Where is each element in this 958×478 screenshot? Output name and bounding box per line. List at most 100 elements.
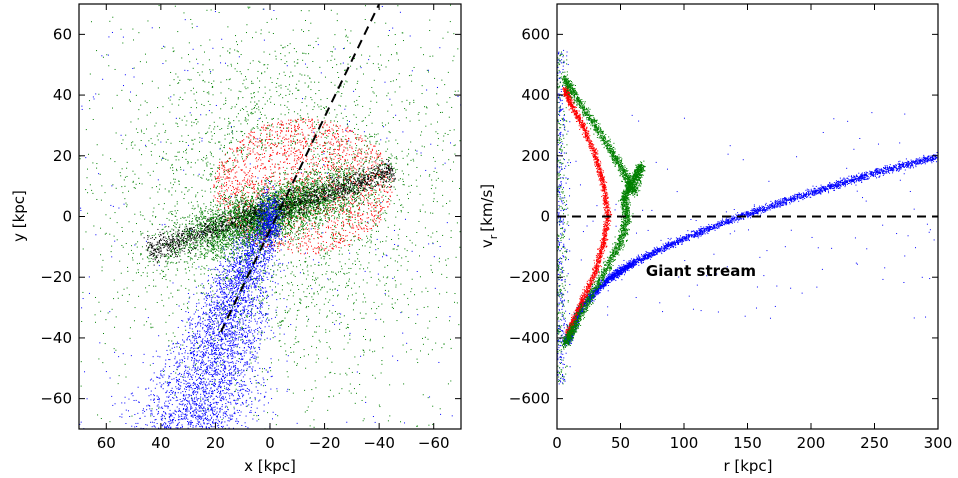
blue-particle xyxy=(238,282,240,284)
blue-particle xyxy=(236,270,238,272)
blue-particle xyxy=(231,335,233,337)
blue-particle xyxy=(228,333,230,335)
blue-particle xyxy=(147,404,149,406)
blue-particle xyxy=(378,278,380,280)
blue-particle xyxy=(160,419,162,421)
blue-particle xyxy=(195,425,197,427)
blue-particle xyxy=(230,349,232,351)
green-particle xyxy=(347,327,349,329)
green-particle xyxy=(229,260,231,262)
green-particle xyxy=(185,329,187,331)
blue-particle xyxy=(223,270,225,272)
green-particle xyxy=(423,54,425,56)
green-particle xyxy=(235,294,237,296)
blue-particle xyxy=(185,414,187,416)
blue-particle xyxy=(238,394,240,396)
blue-particle xyxy=(239,240,241,242)
blue-particle xyxy=(168,345,170,347)
green-particle xyxy=(281,285,283,287)
green-particle xyxy=(385,22,387,24)
blue-particle xyxy=(367,221,369,223)
blue-particle xyxy=(251,403,253,405)
blue-particle xyxy=(201,293,203,295)
blue-particle xyxy=(233,333,235,335)
blue-particle xyxy=(233,301,235,303)
blue-particle xyxy=(290,238,292,240)
blue-particle xyxy=(353,90,355,92)
green-particle xyxy=(228,292,230,294)
blue-particle xyxy=(217,308,219,310)
blue-particle xyxy=(311,400,313,402)
blue-particle xyxy=(201,404,203,406)
blue-particle xyxy=(230,380,232,382)
green-particle xyxy=(238,90,240,92)
blue-particle xyxy=(240,334,242,336)
blue-particle xyxy=(289,43,291,45)
blue-particle xyxy=(214,406,216,408)
blue-particle xyxy=(257,392,259,394)
blue-particle xyxy=(257,237,259,239)
blue-particle xyxy=(175,376,177,378)
blue-particle xyxy=(259,290,261,292)
blue-particle xyxy=(174,358,176,360)
blue-particle xyxy=(170,422,172,424)
blue-particle xyxy=(218,396,220,398)
blue-particle xyxy=(243,364,245,366)
blue-particle xyxy=(208,384,210,386)
blue-particle xyxy=(261,266,263,268)
green-particle xyxy=(362,279,364,281)
blue-particle xyxy=(219,382,221,384)
blue-particle xyxy=(200,396,202,398)
green-particle xyxy=(294,338,296,340)
blue-particle xyxy=(265,273,267,275)
blue-particle xyxy=(432,242,434,244)
green-particle xyxy=(302,119,304,121)
blue-particle xyxy=(220,371,222,373)
blue-particle xyxy=(260,114,262,116)
blue-particle xyxy=(223,398,225,400)
blue-particle xyxy=(80,209,82,211)
blue-particle xyxy=(229,372,231,374)
blue-particle xyxy=(255,238,257,240)
blue-particle xyxy=(228,365,230,367)
blue-particle xyxy=(235,264,237,266)
blue-particle xyxy=(229,353,231,355)
blue-particle xyxy=(224,335,226,337)
green-particle xyxy=(154,125,156,127)
blue-particle xyxy=(263,410,265,412)
blue-particle xyxy=(197,367,199,369)
blue-particle xyxy=(245,301,247,303)
blue-particle xyxy=(258,257,260,259)
blue-particle xyxy=(231,300,233,302)
blue-particle xyxy=(218,332,220,334)
blue-particle xyxy=(215,374,217,376)
blue-particle xyxy=(262,303,264,305)
blue-particle xyxy=(243,274,245,276)
blue-particle xyxy=(265,320,267,322)
blue-particle xyxy=(168,359,170,361)
blue-particle xyxy=(257,297,259,299)
blue-particle xyxy=(159,382,161,384)
green-particle xyxy=(212,290,214,292)
blue-particle xyxy=(220,347,222,349)
green-particle xyxy=(326,291,328,293)
green-particle xyxy=(354,402,356,404)
blue-particle xyxy=(209,414,211,416)
blue-particle xyxy=(239,320,241,322)
blue-particle xyxy=(231,269,233,271)
blue-particle xyxy=(245,402,247,404)
blue-particle xyxy=(220,339,222,341)
blue-particle xyxy=(268,273,270,275)
blue-particle xyxy=(427,69,429,71)
green-particle xyxy=(385,283,387,285)
green-particle xyxy=(259,308,261,310)
blue-particle xyxy=(240,386,242,388)
blue-particle xyxy=(276,299,278,301)
blue-particle xyxy=(249,358,251,360)
blue-particle xyxy=(233,399,235,401)
green-particle xyxy=(257,356,259,358)
blue-particle xyxy=(253,329,255,331)
blue-particle xyxy=(237,255,239,257)
blue-particle xyxy=(217,347,219,349)
blue-particle xyxy=(220,328,222,330)
